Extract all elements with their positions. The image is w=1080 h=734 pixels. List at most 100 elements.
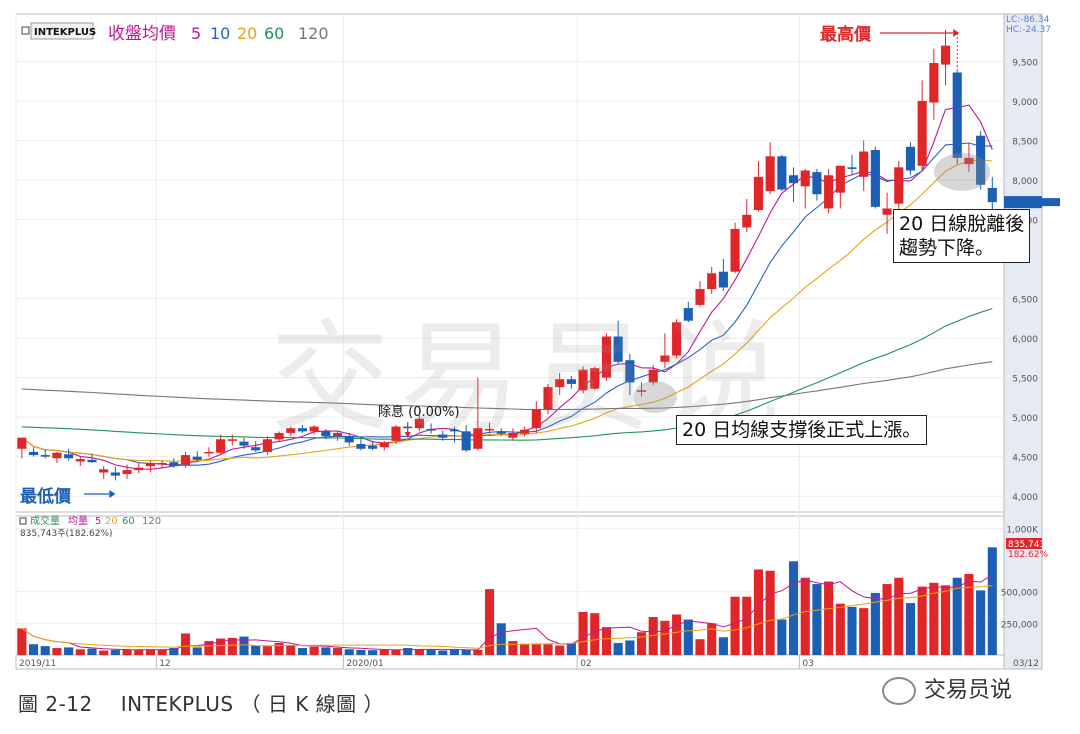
- volume-bar: [625, 640, 635, 655]
- candle-body: [590, 368, 600, 389]
- candle-body: [929, 63, 939, 103]
- highlight-ellipse-ma20-support: [633, 381, 677, 413]
- volume-bar: [438, 650, 448, 655]
- candle-body: [683, 308, 693, 321]
- volume-bar: [508, 641, 518, 655]
- wechat-icon: [882, 677, 916, 705]
- price-tick-label: 6,500: [1012, 296, 1038, 306]
- volume-bar: [520, 644, 530, 655]
- time-tick-label: 2020/01: [346, 659, 383, 669]
- time-tick-label: 12: [159, 659, 170, 669]
- figure-number: 圖 2-12: [18, 692, 93, 716]
- volume-bar: [870, 592, 880, 655]
- ma-legend-10: 10: [210, 24, 230, 43]
- price-tick-label: 9,000: [1012, 98, 1038, 108]
- candle-body: [321, 431, 331, 437]
- highlight-ellipse-ma20-break: [934, 153, 990, 191]
- figure-title: INTEKPLUS （ 日 K 線圖 ）: [120, 692, 385, 716]
- volume-toggle-icon: [19, 517, 27, 525]
- volume-value-text: 835,743주(182.62%): [20, 528, 113, 539]
- wechat-badge: 交易员说: [882, 672, 1012, 705]
- volume-bar: [99, 650, 109, 655]
- volume-bar: [917, 586, 927, 655]
- volume-bar: [929, 582, 939, 655]
- candle-body: [566, 379, 576, 384]
- candle-body: [777, 156, 787, 190]
- volume-bar: [180, 633, 191, 655]
- volume-bar: [52, 648, 62, 655]
- volume-ma-legend-60: 60: [122, 516, 135, 527]
- volume-bar: [765, 570, 775, 655]
- candle-body: [414, 418, 424, 429]
- candle-body: [356, 444, 366, 449]
- candle-body: [543, 387, 553, 410]
- candle-body: [730, 229, 740, 272]
- volume-bar: [391, 649, 401, 655]
- volume-bar: [543, 644, 553, 655]
- volume-bar: [590, 613, 600, 655]
- candle-body: [882, 208, 892, 215]
- candle-body: [870, 149, 880, 207]
- candle-body: [17, 437, 27, 449]
- candle-body: [52, 452, 62, 459]
- volume-bar: [122, 649, 132, 655]
- volume-ma-legend-5: 5: [95, 516, 101, 527]
- volume-bar: [239, 636, 249, 655]
- price-tick-label: 8,500: [1012, 137, 1038, 147]
- volume-tick-label: 250,000: [1001, 620, 1038, 630]
- candle-body: [344, 436, 354, 443]
- candle-body: [613, 336, 623, 362]
- volume-bar: [17, 628, 27, 655]
- candle-body: [601, 336, 612, 378]
- volume-bar: [812, 584, 822, 655]
- annotation-text-line2: 趨勢下降。: [899, 237, 995, 259]
- hc-label: HC:-24.37: [1006, 25, 1051, 35]
- candle-body: [625, 360, 635, 383]
- lc-label: LC:-86.34: [1006, 15, 1050, 25]
- volume-bar: [800, 577, 810, 655]
- annotation-high: 最高價: [820, 24, 872, 45]
- annotation-text-line1: 20 日線脫離後: [899, 213, 1025, 235]
- candle-body: [917, 100, 927, 166]
- current-price-tag: [1004, 196, 1042, 209]
- price-axis-strip: [1003, 13, 1043, 670]
- annotation-box-support: 20 日均線支撐後正式上漲。: [676, 415, 928, 445]
- volume-bar: [262, 646, 272, 655]
- volume-bar: [332, 648, 343, 655]
- volume-bar: [742, 596, 752, 655]
- candle-body: [520, 429, 530, 434]
- candle-body: [742, 214, 752, 228]
- candle-body: [800, 170, 810, 187]
- volume-bar: [204, 641, 214, 655]
- volume-bar: [894, 577, 904, 655]
- candle-body: [976, 135, 986, 185]
- candle-body: [508, 432, 518, 438]
- price-tick-label: 5,500: [1012, 375, 1038, 385]
- candle-body: [368, 445, 378, 449]
- volume-bar: [882, 584, 892, 655]
- candle-body: [122, 470, 132, 475]
- candle-body: [227, 439, 237, 441]
- candle-body: [274, 432, 284, 440]
- volume-bar: [707, 623, 717, 655]
- volume-bar: [601, 627, 612, 655]
- candle-body: [332, 432, 343, 437]
- volume-bar: [64, 647, 74, 655]
- time-tick-label: 03: [802, 659, 813, 669]
- candle-body: [578, 369, 588, 391]
- volume-bar: [157, 649, 167, 655]
- volume-bar: [940, 585, 951, 655]
- volume-bar: [192, 647, 202, 655]
- candle-body: [824, 175, 834, 209]
- price-tick-label: 4,000: [1012, 493, 1038, 503]
- volume-bar: [660, 620, 670, 655]
- annotation-low-arrowhead: [109, 490, 116, 498]
- price-tick-label: 9,500: [1012, 58, 1038, 68]
- candle-body: [905, 146, 916, 171]
- volume-bar: [134, 649, 144, 655]
- candle-body: [753, 176, 764, 211]
- candle-body: [110, 472, 120, 476]
- volume-bar: [145, 649, 156, 655]
- candle-body: [75, 459, 85, 462]
